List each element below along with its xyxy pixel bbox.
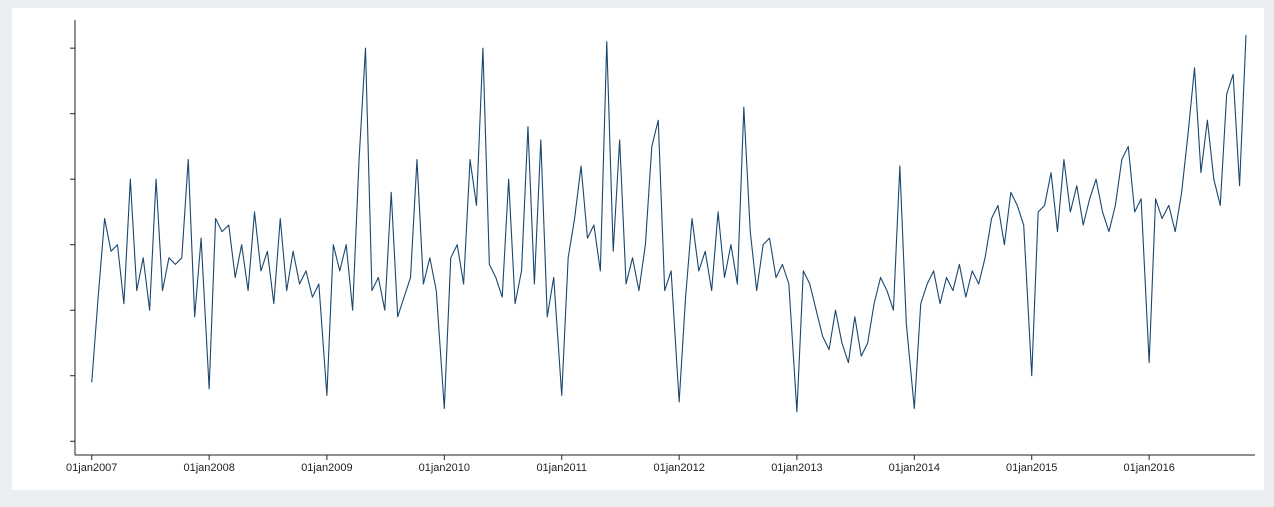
x-tick-label: 01jan2013 — [771, 462, 822, 474]
plot-background — [12, 8, 1264, 490]
x-tick-label: 01jan2016 — [1123, 462, 1174, 474]
x-tick-label: 01jan2011 — [536, 462, 587, 474]
x-tick-label: 01jan2009 — [301, 462, 352, 474]
x-tick-label: 01jan2012 — [653, 462, 704, 474]
series-line — [91, 35, 1247, 413]
x-tick-label: 01jan2015 — [1006, 462, 1057, 474]
x-tick-label: 01jan2007 — [66, 462, 117, 474]
x-tick-label: 01jan2010 — [419, 462, 470, 474]
x-tick-label: 01jan2008 — [183, 462, 234, 474]
x-tick-label: 01jan2014 — [889, 462, 940, 474]
